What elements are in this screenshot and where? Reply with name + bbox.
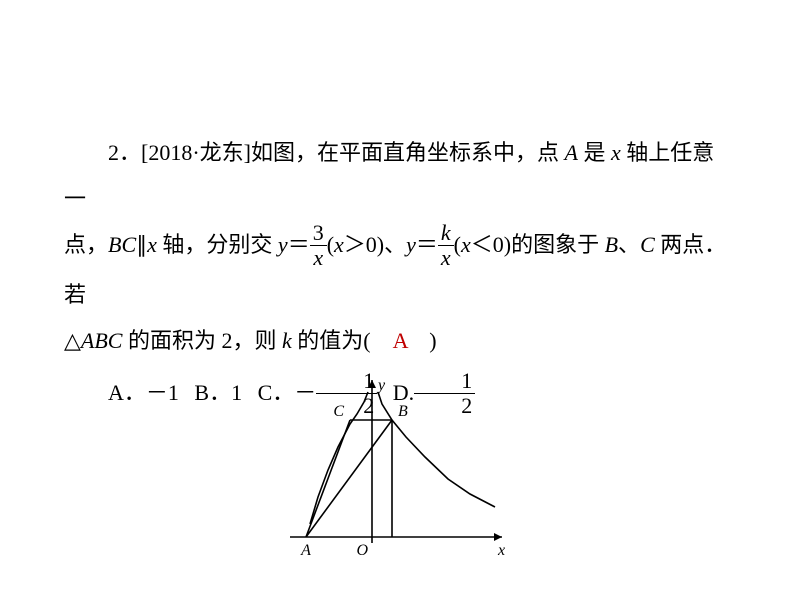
- opt-A-val: －1: [146, 380, 179, 405]
- var-x2: x: [147, 232, 157, 257]
- svg-text:y: y: [376, 377, 386, 394]
- cond1b: ＞0)、: [344, 232, 406, 257]
- tri: △: [64, 328, 81, 353]
- q-number: 2: [108, 140, 119, 165]
- t-close: ): [407, 328, 436, 353]
- frac1-den: x: [310, 246, 327, 270]
- var-y2: y: [406, 232, 416, 257]
- parallel: ∥: [136, 232, 147, 257]
- svg-text:x: x: [497, 542, 505, 559]
- sep: 、: [618, 232, 640, 257]
- var-BC: BC: [108, 232, 136, 257]
- var-ABC: ABC: [81, 328, 123, 353]
- figure-graph: y x O A C B: [280, 372, 510, 567]
- t5: 轴，分别交: [157, 232, 278, 257]
- t-area: 的面积为 2，则: [122, 328, 282, 353]
- cond2b: ＜0)的图象于: [471, 232, 605, 257]
- t4: 点，: [64, 232, 108, 257]
- frac2-num: k: [438, 221, 454, 246]
- eq2: ＝: [416, 232, 438, 257]
- line-2: 点，BC∥x 轴，分别交 y＝3x(x＞0)、y＝kx(x＜0)的图象于 B、C…: [64, 222, 734, 318]
- var-B: B: [605, 232, 618, 257]
- eq1: ＝: [288, 232, 310, 257]
- opt-B-label: B．: [194, 380, 231, 405]
- line-3: △ABC 的面积为 2，则 k 的值为( A ): [64, 318, 734, 364]
- svg-text:B: B: [398, 403, 408, 420]
- answer: A: [393, 328, 408, 353]
- var-A: A: [565, 140, 578, 165]
- t2: 是: [578, 140, 611, 165]
- q-source: [2018·龙东]: [141, 140, 251, 165]
- frac-1: 3x: [310, 221, 327, 270]
- frac-2: kx: [438, 221, 454, 270]
- line-1: 2．[2018·龙东]如图，在平面直角坐标系中，点 A 是 x 轴上任意一: [64, 130, 734, 222]
- var-x4: x: [461, 232, 471, 257]
- opt-A-label: A．: [108, 380, 146, 405]
- cond1a: (: [327, 232, 334, 257]
- var-k: k: [282, 328, 292, 353]
- t1: 如图，在平面直角坐标系中，点: [251, 140, 565, 165]
- page: 2．[2018·龙东]如图，在平面直角坐标系中，点 A 是 x 轴上任意一 点，…: [0, 0, 794, 596]
- opt-B-val: 1: [231, 380, 242, 405]
- var-C: C: [640, 232, 655, 257]
- cond2a: (: [454, 232, 461, 257]
- svg-text:C: C: [333, 403, 344, 420]
- t-end: 的值为(: [292, 328, 393, 353]
- var-x3: x: [334, 232, 344, 257]
- var-x: x: [611, 140, 621, 165]
- var-y1: y: [278, 232, 288, 257]
- svg-text:O: O: [356, 542, 368, 559]
- frac2-den: x: [438, 246, 454, 270]
- svg-text:A: A: [300, 542, 311, 559]
- frac1-num: 3: [310, 221, 327, 246]
